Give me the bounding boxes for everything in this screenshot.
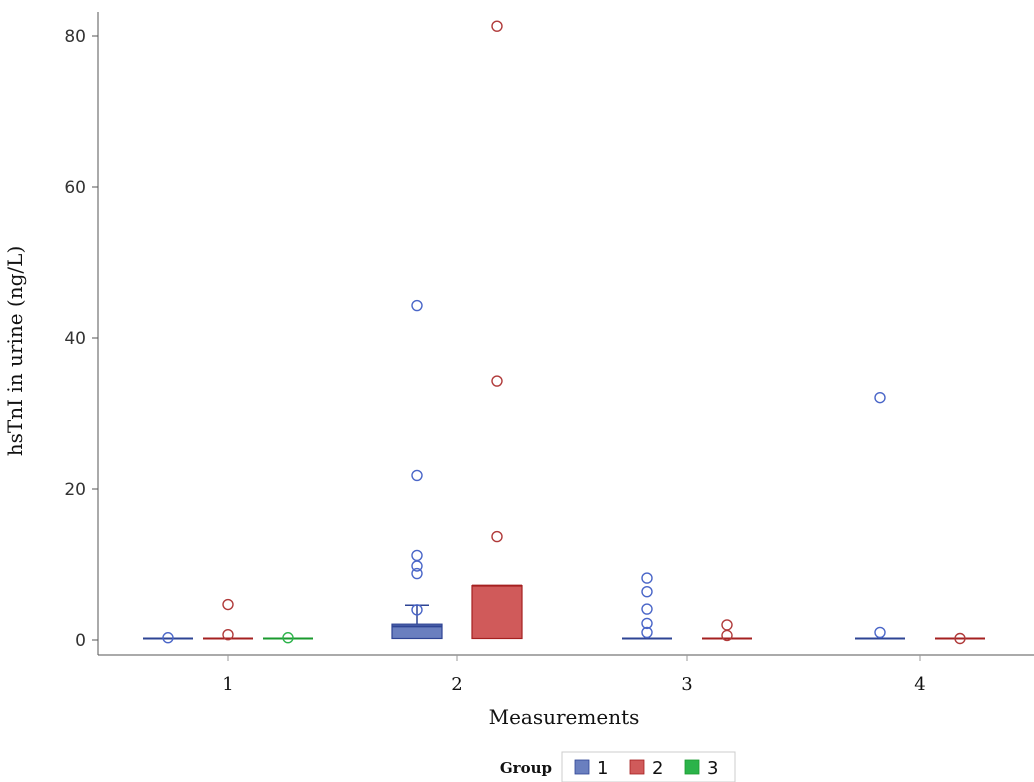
y-tick-label: 40 bbox=[64, 329, 86, 349]
y-tick-label: 60 bbox=[64, 178, 86, 198]
outlier-point bbox=[222, 629, 234, 641]
outlier-point bbox=[491, 375, 503, 387]
legend-label: 1 bbox=[597, 758, 608, 779]
legend-label: 2 bbox=[652, 758, 663, 779]
box-group-1-4 bbox=[855, 391, 905, 640]
box-group-1-1 bbox=[143, 632, 193, 644]
outlier-point bbox=[411, 560, 423, 572]
outlier-point bbox=[874, 626, 886, 639]
legend-frame bbox=[561, 751, 736, 782]
chart-marks bbox=[143, 20, 985, 645]
box-group-2-3 bbox=[702, 619, 752, 642]
y-tick-label: 20 bbox=[64, 480, 86, 500]
plot-frame bbox=[97, 12, 1034, 656]
legend-title: Group bbox=[500, 759, 552, 777]
x-tick-label: 1 bbox=[222, 674, 233, 695]
outlier-point bbox=[491, 20, 503, 32]
outlier-point bbox=[411, 604, 423, 616]
x-tick-label: 4 bbox=[914, 674, 925, 695]
y-axis: 0 20 40 60 80 bbox=[64, 27, 98, 651]
outlier-point bbox=[874, 391, 886, 404]
outlier-point bbox=[641, 603, 653, 615]
x-tick-label: 2 bbox=[451, 674, 462, 695]
box-group-2-1 bbox=[203, 598, 253, 641]
legend-swatch bbox=[684, 759, 700, 775]
outlier-point bbox=[411, 549, 423, 562]
y-tick-label: 0 bbox=[75, 631, 86, 651]
outlier-point bbox=[641, 617, 653, 630]
box-group-1-3 bbox=[622, 572, 672, 640]
outlier-point bbox=[411, 567, 423, 580]
y-tick-label: 80 bbox=[64, 27, 86, 47]
x-axis-title: Measurements bbox=[489, 705, 640, 729]
legend: Group 1 2 3 bbox=[500, 751, 736, 782]
box-group-1-2 bbox=[391, 299, 443, 640]
x-tick-label: 3 bbox=[681, 674, 692, 695]
outlier-point bbox=[282, 632, 294, 644]
box bbox=[471, 585, 523, 640]
legend-label: 3 bbox=[707, 758, 718, 779]
outlier-point bbox=[954, 632, 966, 645]
outlier-point bbox=[411, 469, 423, 482]
legend-swatch bbox=[629, 759, 645, 775]
outlier-point bbox=[162, 632, 174, 644]
y-axis-title: hsTnI in urine (ng/L) bbox=[3, 246, 27, 456]
x-axis: 1 2 3 4 bbox=[222, 655, 926, 695]
box-group-3-1 bbox=[263, 632, 313, 644]
outlier-point bbox=[411, 299, 423, 312]
box bbox=[391, 623, 443, 640]
outlier-point bbox=[641, 572, 653, 584]
outlier-point bbox=[491, 530, 503, 543]
legend-swatch bbox=[574, 759, 590, 775]
outlier-point bbox=[641, 626, 653, 639]
outlier-point bbox=[721, 619, 733, 631]
outlier-point bbox=[222, 598, 234, 611]
box-group-2-2 bbox=[471, 20, 523, 640]
outlier-point bbox=[641, 585, 653, 598]
box-group-2-4 bbox=[935, 632, 985, 645]
